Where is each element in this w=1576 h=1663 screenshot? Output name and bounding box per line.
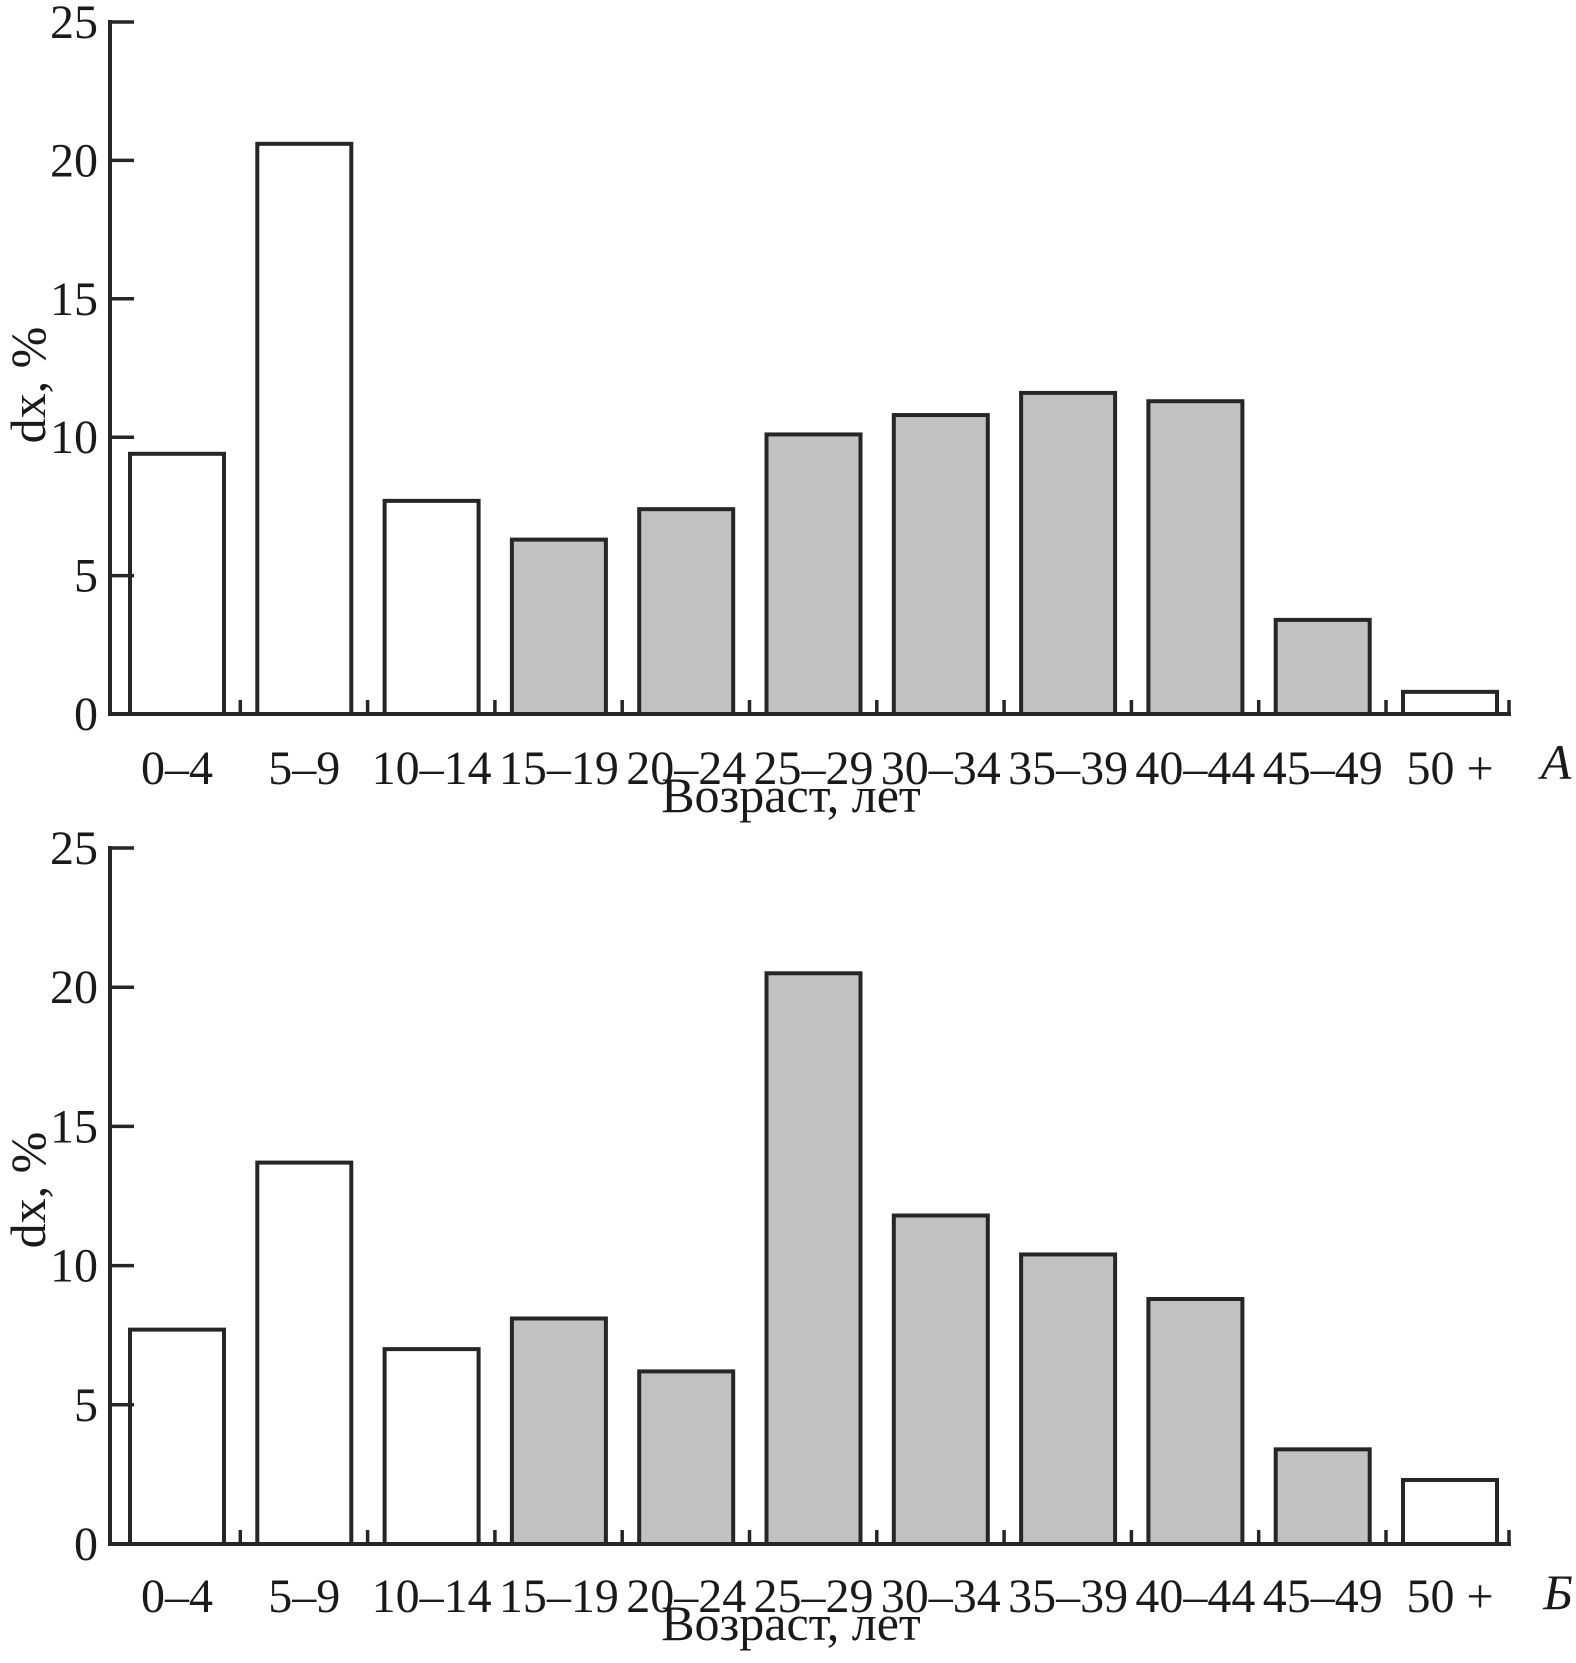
x-tick-label: 20–24 [626, 742, 746, 795]
bar-45–49 [1273, 1447, 1372, 1546]
panel-a-x-axis-title: Возраст, лет [661, 767, 921, 823]
x-tick-label: 40–44 [1135, 742, 1255, 795]
y-tick-label: 5 [74, 1379, 98, 1432]
x-tick-label: 10–14 [372, 1570, 492, 1623]
bar-0–4 [128, 1327, 226, 1546]
x-tick-label: 30–34 [881, 742, 1001, 795]
x-tick-label: 50 + [1406, 742, 1493, 795]
y-tick-label: 0 [74, 1518, 98, 1571]
age-chart-panel-b: 0–4 5–9 10–14 15–19 20–24 25–29 30–34 35–39 40–4… [0, 832, 1573, 1651]
bar-45–49 [1273, 617, 1372, 716]
bar-40–44 [1146, 1297, 1245, 1546]
bar-20–24 [637, 1369, 736, 1547]
y-tick-label: 25 [50, 832, 98, 875]
panel-b-letter: Б [1542, 1564, 1573, 1620]
x-tick-label: 15–19 [499, 1570, 619, 1623]
y-tick-label: 20 [50, 961, 98, 1014]
x-tick-label: 10–14 [372, 742, 492, 795]
y-tick-label: 10 [50, 1240, 98, 1293]
bar-5–9 [255, 1160, 354, 1546]
x-tick-label: 5–9 [268, 1570, 340, 1623]
x-tick-label: 40–44 [1135, 1570, 1255, 1623]
x-tick-label: 45–49 [1263, 1570, 1383, 1623]
bar-15–19 [509, 537, 608, 717]
bar-30–34 [891, 1213, 990, 1546]
bar-40–44 [1146, 399, 1245, 716]
y-tick-label: 10 [50, 411, 98, 464]
x-tick-label: 0–4 [141, 1570, 213, 1623]
panel-a-y-axis-title: dx, % [0, 327, 56, 444]
y-tick-label: 25 [50, 0, 98, 49]
panel-b-x-axis-title: Возраст, лет [661, 1595, 921, 1651]
x-tick-label: 30–34 [881, 1570, 1001, 1623]
bar-15–19 [509, 1316, 608, 1546]
panel-a-plot: 0–4 5–9 10–14 15–19 20–24 25–29 30–34 35–39 40–4… [50, 0, 1511, 795]
panel-b-plot: 0–4 5–9 10–14 15–19 20–24 25–29 30–34 35–39 40–4… [50, 832, 1511, 1623]
x-tick-label: 0–4 [141, 742, 213, 795]
bar-35–39 [1019, 1252, 1118, 1546]
y-tick-label: 15 [50, 1100, 98, 1153]
x-tick-label: 45–49 [1263, 742, 1383, 795]
y-tick-label: 20 [50, 134, 98, 187]
y-tick-label: 5 [74, 550, 98, 603]
x-tick-label: 25–29 [754, 742, 874, 795]
bar-50 + [1401, 689, 1499, 717]
bar-50 + [1401, 1477, 1499, 1547]
x-tick-label: 50 + [1406, 1570, 1493, 1623]
bar-0–4 [128, 451, 226, 716]
bar-25–29 [764, 432, 863, 716]
bar-10–14 [382, 1347, 481, 1546]
bar-25–29 [764, 971, 863, 1546]
x-tick-label: 35–39 [1008, 742, 1128, 795]
x-tick-label: 20–24 [626, 1570, 746, 1623]
bar-30–34 [891, 413, 990, 716]
x-tick-label: 15–19 [499, 742, 619, 795]
bar-5–9 [255, 141, 354, 717]
bar-10–14 [382, 498, 481, 717]
y-tick-label: 15 [50, 273, 98, 326]
panel-a-letter: А [1538, 734, 1572, 790]
bar-35–39 [1019, 390, 1118, 716]
x-tick-label: 35–39 [1008, 1570, 1128, 1623]
x-tick-label: 25–29 [754, 1570, 874, 1623]
panel-b-y-axis-title: dx, % [0, 1132, 56, 1249]
bar-20–24 [637, 507, 736, 716]
y-tick-label: 0 [74, 688, 98, 741]
age-chart-panel-a: 0–4 5–9 10–14 15–19 20–24 25–29 30–34 35–39 40–4… [0, 0, 1572, 823]
x-tick-label: 5–9 [268, 742, 340, 795]
